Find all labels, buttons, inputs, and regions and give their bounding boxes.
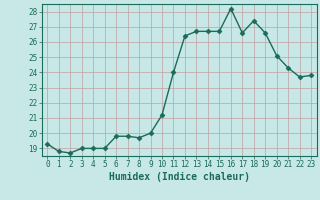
X-axis label: Humidex (Indice chaleur): Humidex (Indice chaleur) [109, 172, 250, 182]
